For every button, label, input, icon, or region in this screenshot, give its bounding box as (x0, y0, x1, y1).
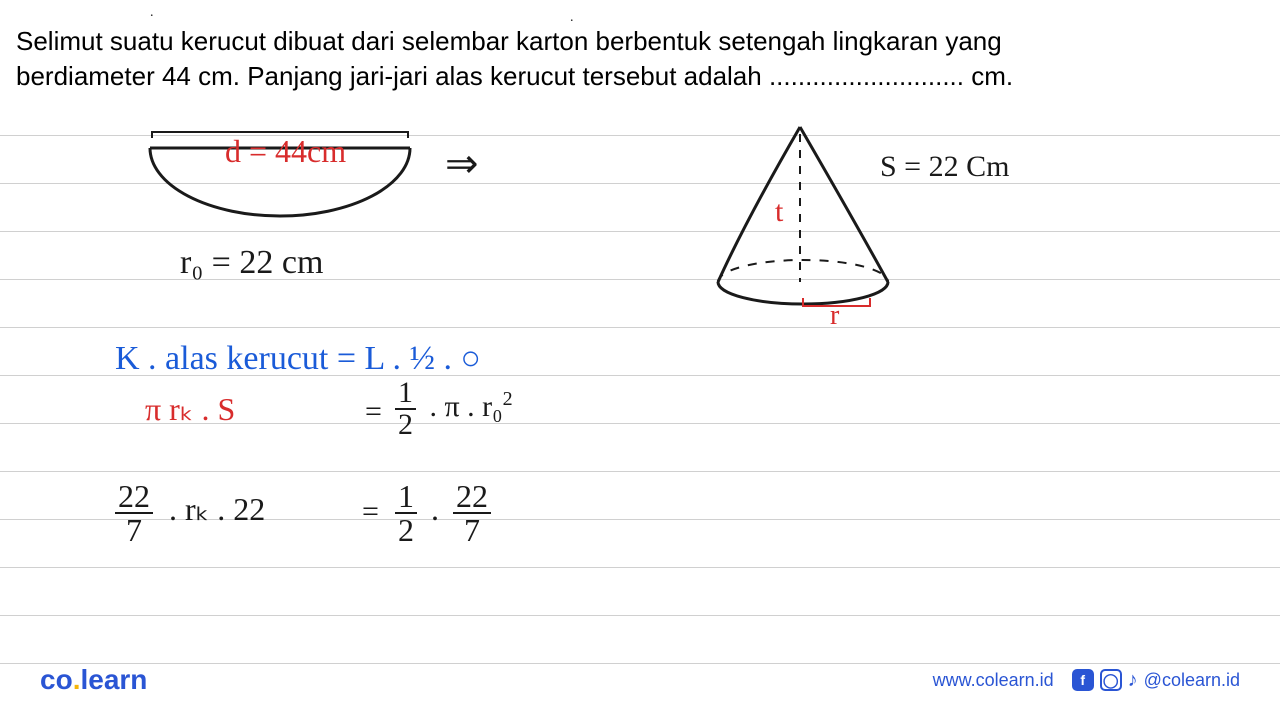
eq3-l-num: 22 (115, 480, 153, 514)
logo-learn: learn (80, 664, 147, 695)
footer-url: www.colearn.id (933, 670, 1054, 691)
t-label: t (775, 195, 783, 229)
logo-co: co (40, 664, 73, 695)
eq3-dot: . (431, 491, 439, 527)
eq2-den: 2 (395, 410, 416, 440)
social-icons: f ◯ ♪ @colearn.id (1072, 669, 1240, 692)
question-line1: Selimut suatu kerucut dibuat dari selemb… (16, 26, 1002, 56)
eq3-l-mid: . rₖ . 22 (169, 491, 265, 527)
eq3-r2-den: 7 (461, 514, 483, 546)
eq3-left: 22 7 . rₖ . 22 (115, 480, 265, 546)
r0-equals: r₀ = 22 cm (180, 244, 323, 282)
r-label: r (830, 300, 839, 332)
eq3-l-den: 7 (123, 514, 145, 546)
eq3-right: 1 2 . 22 7 (395, 480, 491, 546)
d-equals: d = 44cm (225, 133, 346, 170)
eq2-right: 1 2 . π . r₀2 (395, 378, 513, 440)
eq3-r1-num: 1 (395, 480, 417, 514)
eq2-tail: . π . r₀ (430, 390, 503, 423)
eq2-num: 1 (395, 378, 416, 410)
brand-logo: co.learn (40, 664, 147, 696)
dot-artifact-2: . (570, 10, 574, 26)
rule-line (0, 615, 1280, 616)
eq2-eq: = (365, 395, 382, 429)
footer-right: www.colearn.id f ◯ ♪ @colearn.id (933, 669, 1240, 692)
eq2-exp: 2 (503, 388, 513, 410)
rule-line (0, 567, 1280, 568)
eq3-r1-den: 2 (395, 514, 417, 546)
question-line2a: berdiameter 44 cm. Panjang jari-jari ala… (16, 61, 769, 91)
question-line2b: cm. (964, 61, 1013, 91)
rule-line (0, 471, 1280, 472)
tiktok-icon: ♪ (1128, 669, 1138, 692)
arrow: ⇒ (445, 140, 479, 187)
rule-line (0, 327, 1280, 328)
instagram-icon: ◯ (1100, 669, 1122, 691)
question-text: Selimut suatu kerucut dibuat dari selemb… (16, 24, 1264, 94)
eq3-eq: = (362, 495, 379, 529)
dot-artifact-1: . (150, 5, 154, 21)
s-equals: S = 22 Cm (880, 150, 1009, 184)
eq2-left: π rₖ . S (145, 390, 235, 428)
eq3-r2-num: 22 (453, 480, 491, 514)
footer-handle: @colearn.id (1144, 670, 1240, 691)
footer: co.learn www.colearn.id f ◯ ♪ @colearn.i… (0, 660, 1280, 700)
eq-title: K . alas kerucut = L . ½ . ○ (115, 340, 481, 378)
question-dots: ........................... (769, 61, 964, 91)
facebook-icon: f (1072, 669, 1094, 691)
